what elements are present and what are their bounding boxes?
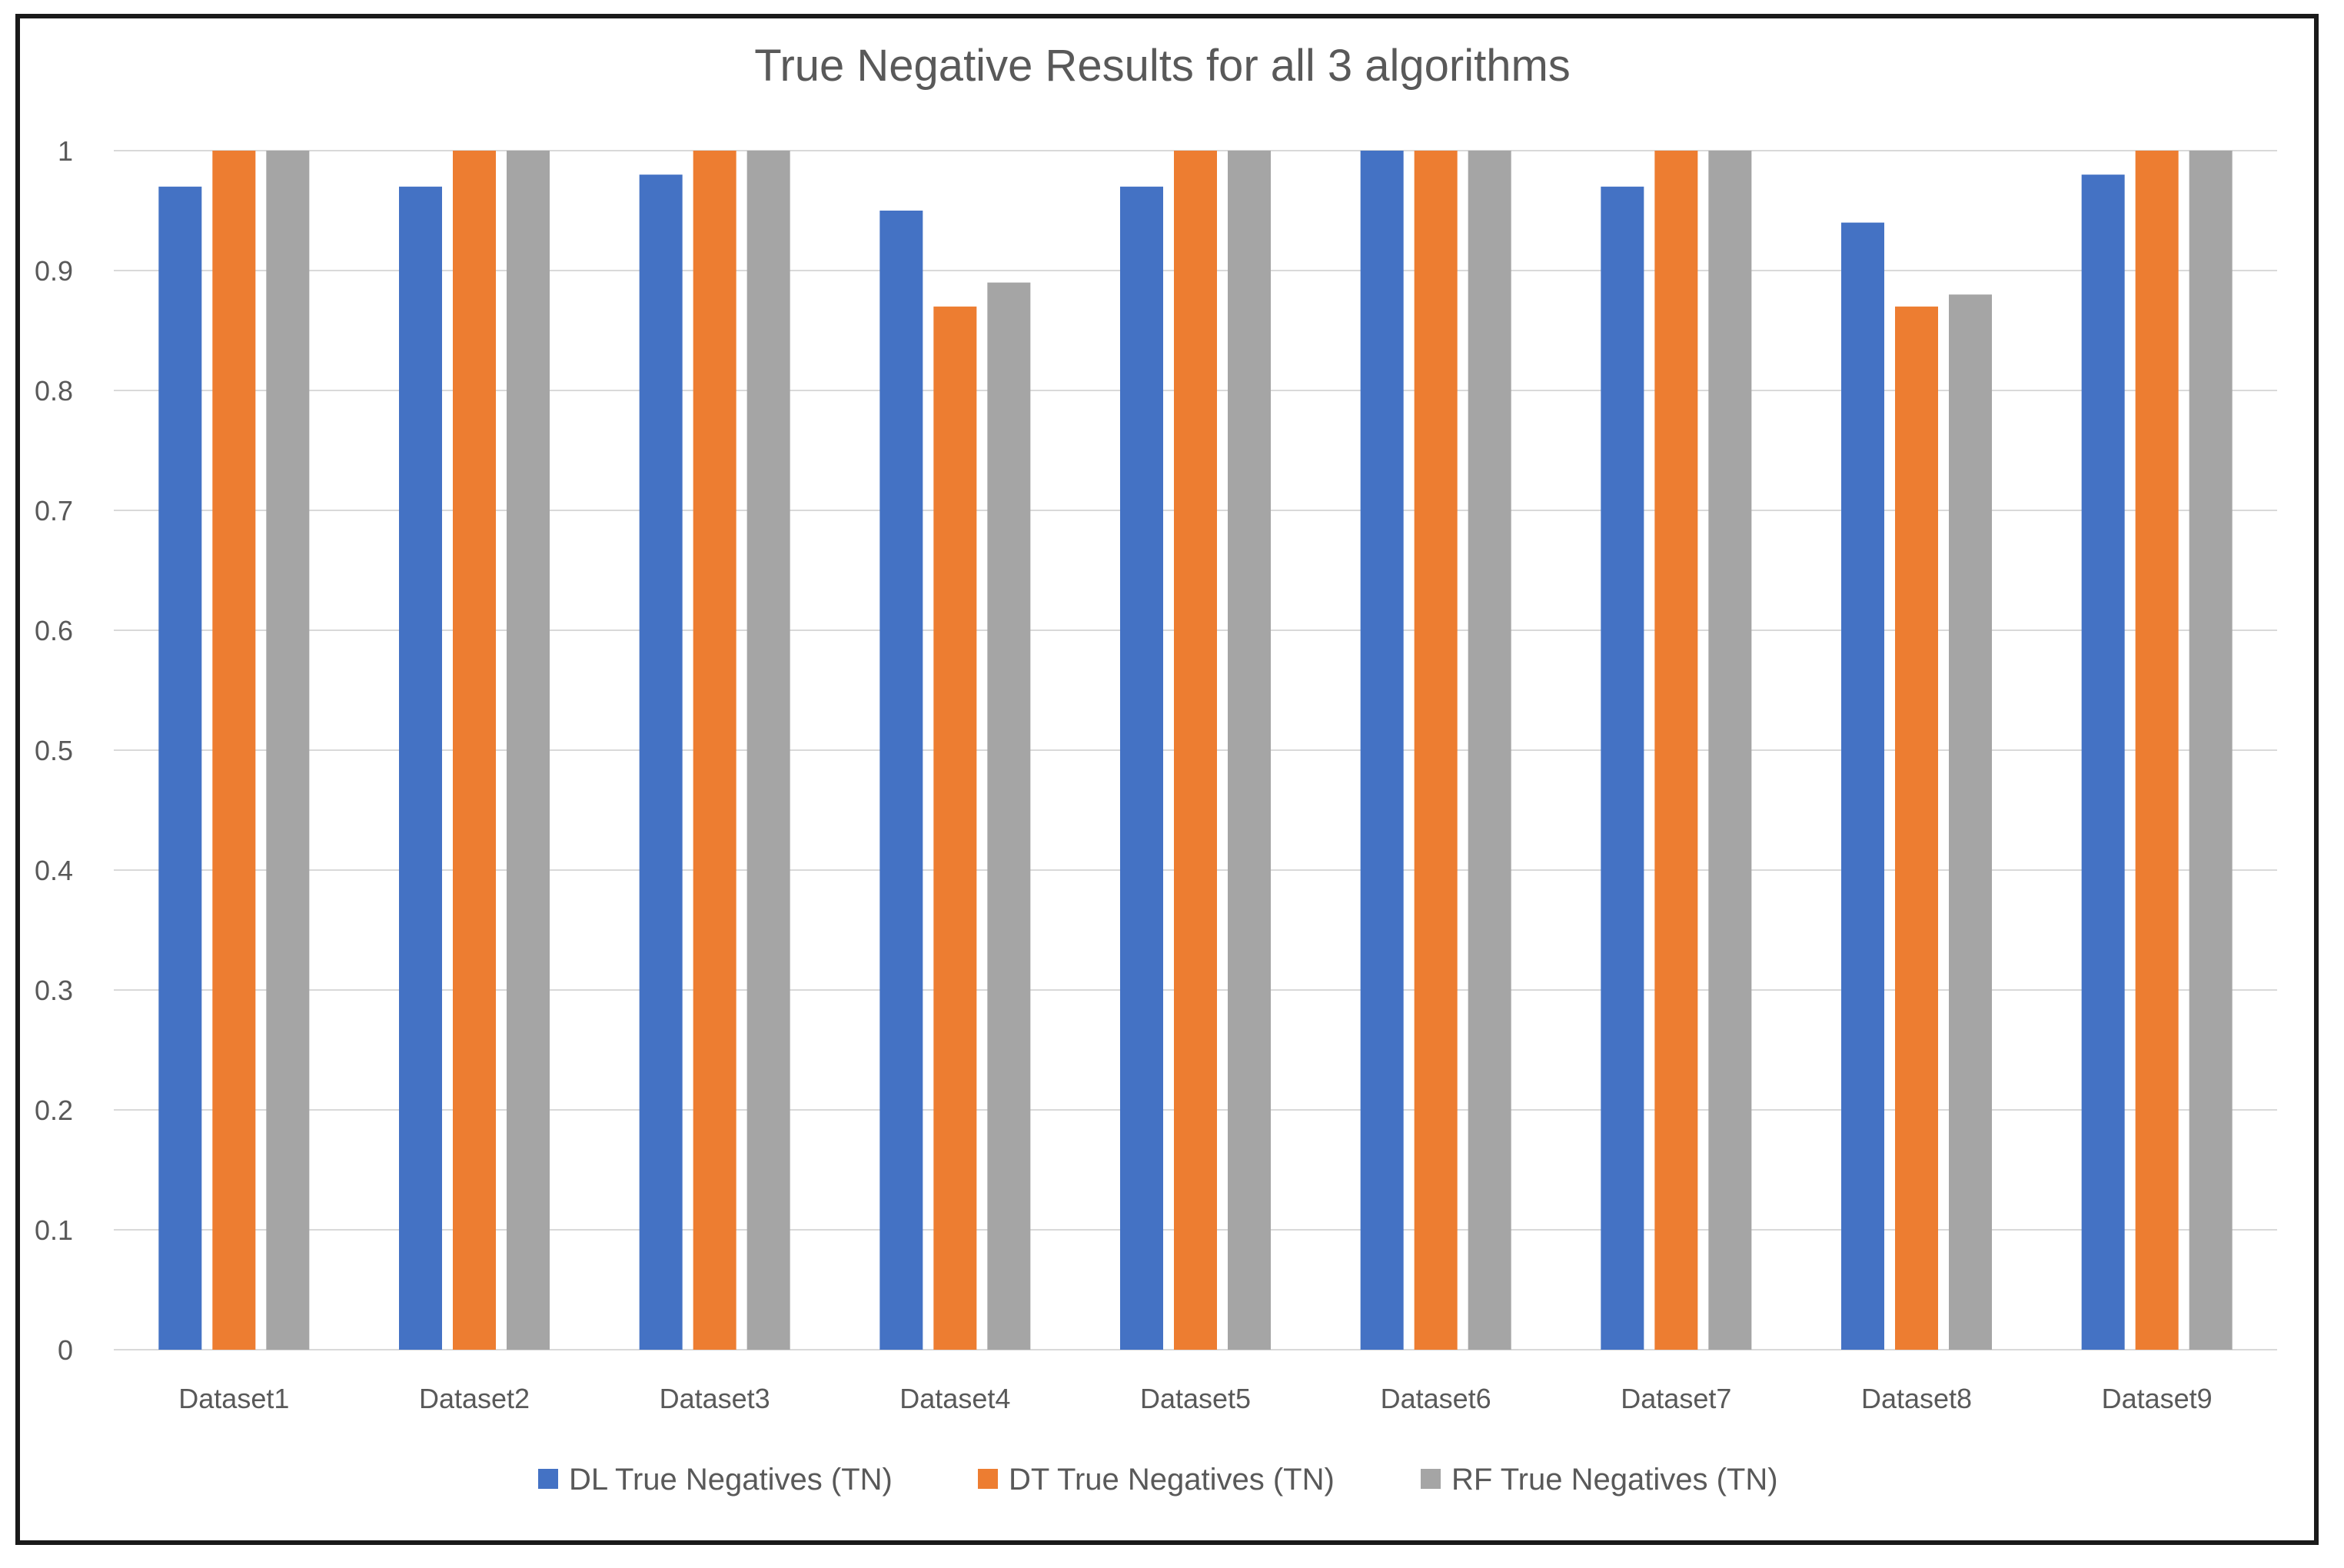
bar-dataset5-s3 bbox=[1228, 151, 1271, 1350]
bar-dataset9-s1 bbox=[2081, 174, 2125, 1350]
bar-dataset2-s3 bbox=[507, 151, 550, 1350]
bar-dataset8-s3 bbox=[1949, 294, 1992, 1350]
x-tick-label: Dataset4 bbox=[899, 1383, 1010, 1414]
y-tick-label: 1 bbox=[58, 135, 73, 167]
bar-dataset1-s3 bbox=[266, 151, 310, 1350]
y-tick-label: 0.9 bbox=[35, 255, 73, 287]
bar-dataset4-s2 bbox=[933, 306, 977, 1350]
x-tick-label: Dataset3 bbox=[660, 1383, 770, 1414]
bar-dataset3-s2 bbox=[693, 151, 736, 1350]
bar-dataset7-s3 bbox=[1708, 151, 1752, 1350]
legend-swatch bbox=[1421, 1469, 1441, 1489]
chart-title: True Negative Results for all 3 algorith… bbox=[754, 41, 1571, 91]
y-tick-label: 0.8 bbox=[35, 375, 73, 407]
bar-dataset4-s3 bbox=[987, 282, 1031, 1350]
bar-dataset3-s3 bbox=[746, 151, 790, 1350]
bar-dataset1-s1 bbox=[158, 186, 202, 1350]
y-tick-label: 0.3 bbox=[35, 975, 73, 1006]
y-tick-label: 0.7 bbox=[35, 495, 73, 527]
bar-dataset3-s1 bbox=[639, 174, 683, 1350]
x-tick-label: Dataset7 bbox=[1621, 1383, 1731, 1414]
y-tick-label: 0.2 bbox=[35, 1095, 73, 1126]
x-tick-label: Dataset1 bbox=[178, 1383, 289, 1414]
y-tick-label: 0.5 bbox=[35, 735, 73, 766]
legend-label: DT True Negatives (TN) bbox=[1009, 1463, 1335, 1497]
y-tick-label: 0.4 bbox=[35, 855, 73, 886]
y-tick-label: 0.1 bbox=[35, 1214, 73, 1246]
bar-dataset9-s2 bbox=[2135, 151, 2179, 1350]
legend-swatch bbox=[538, 1469, 558, 1489]
legend-label: RF True Negatives (TN) bbox=[1451, 1463, 1778, 1497]
bar-dataset5-s1 bbox=[1120, 186, 1163, 1350]
bar-dataset2-s2 bbox=[453, 151, 496, 1350]
bars bbox=[158, 151, 2233, 1350]
x-tick-label: Dataset6 bbox=[1381, 1383, 1491, 1414]
y-axis-ticks: 0 0.1 0.2 0.3 0.4 0.5 0.6 0.7 0.8 0.9 1 bbox=[35, 135, 73, 1366]
bar-dataset8-s1 bbox=[1841, 222, 1884, 1350]
bar-dataset2-s1 bbox=[399, 186, 442, 1350]
legend: DL True Negatives (TN) DT True Negatives … bbox=[538, 1463, 1778, 1497]
legend-swatch bbox=[978, 1469, 998, 1489]
bar-dataset6-s2 bbox=[1414, 151, 1458, 1350]
bar-dataset9-s3 bbox=[2189, 151, 2233, 1350]
bar-dataset5-s2 bbox=[1174, 151, 1217, 1350]
x-tick-label: Dataset5 bbox=[1140, 1383, 1251, 1414]
x-axis-ticks: Dataset1 Dataset2 Dataset3 Dataset4 Dataset5… bbox=[178, 1383, 2212, 1414]
y-tick-label: 0 bbox=[58, 1334, 73, 1366]
bar-dataset7-s1 bbox=[1601, 186, 1644, 1350]
bar-dataset6-s3 bbox=[1468, 151, 1511, 1350]
x-tick-label: Dataset2 bbox=[419, 1383, 530, 1414]
bar-dataset1-s2 bbox=[212, 151, 256, 1350]
bar-dataset7-s2 bbox=[1654, 151, 1698, 1350]
legend-label: DL True Negatives (TN) bbox=[569, 1463, 893, 1497]
x-tick-label: Dataset9 bbox=[2102, 1383, 2213, 1414]
bar-dataset8-s2 bbox=[1895, 306, 1938, 1350]
x-tick-label: Dataset8 bbox=[1861, 1383, 1972, 1414]
y-tick-label: 0.6 bbox=[35, 615, 73, 646]
bar-dataset6-s1 bbox=[1360, 151, 1404, 1350]
bar-dataset4-s1 bbox=[879, 211, 923, 1350]
